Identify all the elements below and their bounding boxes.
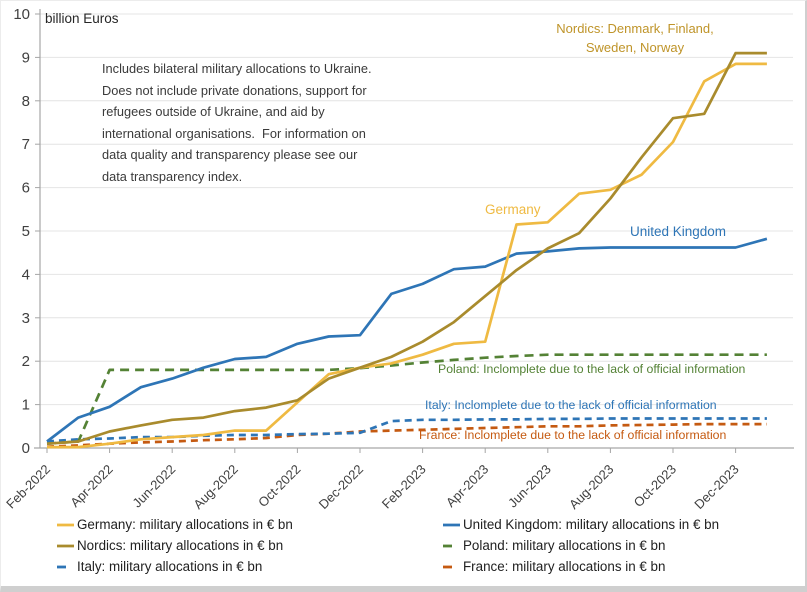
uk-series-label: United Kingdom <box>630 224 727 239</box>
legend-column-2: United Kingdom: military allocations in … <box>442 517 719 574</box>
y-tick-label-10: 10 <box>13 6 30 23</box>
x-tick-label-4: Oct-2022 <box>255 462 303 510</box>
y-tick-label-4: 4 <box>22 266 30 283</box>
series-line-germany <box>47 62 767 449</box>
legend-swatch-nordics <box>57 544 74 547</box>
y-tick-label-0: 0 <box>22 440 30 457</box>
nordics-series-label: Nordics: Denmark, Finland, Sweden, Norwa… <box>556 21 714 55</box>
legend-label-italy: Italy: military allocations in € bn <box>77 559 263 574</box>
legend-item-italy: Italy: military allocations in € bn <box>56 559 293 574</box>
chart-note: Includes bilateral military allocations … <box>102 61 372 184</box>
legend-item-germany: Germany: military allocations in € bn <box>56 517 293 532</box>
legend-swatch-uk <box>443 523 460 526</box>
legend-label-germany: Germany: military allocations in € bn <box>77 517 293 532</box>
y-tick-label-5: 5 <box>22 223 30 240</box>
legend-column-1: Germany: military allocations in € bn Nor… <box>56 517 293 574</box>
legend-label-poland: Poland: military allocations in € bn <box>463 538 666 553</box>
x-tick-label-10: Oct-2023 <box>631 462 679 510</box>
legend-swatch-italy <box>57 565 74 568</box>
series-line-poland <box>46 353 767 446</box>
x-tick-label-9: Aug-2023 <box>566 462 616 512</box>
legend-label-nordics: Nordics: military allocations in € bn <box>77 538 284 553</box>
legend-item-france: France: military allocations in € bn <box>442 559 719 574</box>
y-tick-label-1: 1 <box>22 397 30 414</box>
poland-incomplete-note: Poland: Inclomplete due to the lack of o… <box>438 362 746 376</box>
x-tick-label-8: Jun-2023 <box>505 462 554 511</box>
x-tick-label-5: Dec-2022 <box>316 462 366 512</box>
legend-swatch-france <box>443 565 460 568</box>
x-tick-label-2: Jun-2022 <box>129 462 178 511</box>
legend-label-uk: United Kingdom: military allocations in … <box>463 517 720 532</box>
y-tick-label-9: 9 <box>22 49 30 66</box>
x-tick-label-6: Feb-2023 <box>379 462 429 512</box>
y-tick-label-7: 7 <box>22 136 30 153</box>
legend-item-uk: United Kingdom: military allocations in … <box>442 517 719 532</box>
y-tick-label-2: 2 <box>22 353 30 370</box>
x-tick-label-0: Feb-2022 <box>3 462 53 512</box>
legend-swatch-germany <box>57 523 74 526</box>
y-tick-label-6: 6 <box>22 180 30 197</box>
legend-label-france: France: military allocations in € bn <box>463 559 666 574</box>
italy-incomplete-note: Italy: Inclomplete due to the lack of of… <box>425 398 717 412</box>
france-incomplete-note: France: Inclomplete due to the lack of o… <box>419 428 727 442</box>
legend-swatch-poland <box>443 544 460 547</box>
x-tick-label-11: Dec-2023 <box>691 462 741 512</box>
series-line-nordics <box>46 51 767 446</box>
y-axis-title: billion Euros <box>45 11 119 26</box>
y-tick-label-3: 3 <box>22 310 30 327</box>
x-tick-label-3: Aug-2022 <box>190 462 240 512</box>
series-line-uk <box>46 237 768 443</box>
legend-item-nordics: Nordics: military allocations in € bn <box>56 538 293 553</box>
legend-item-poland: Poland: military allocations in € bn <box>442 538 719 553</box>
germany-series-label: Germany <box>485 202 541 217</box>
x-tick-label-1: Apr-2022 <box>67 462 115 510</box>
series-line-france <box>46 422 767 449</box>
x-tick-label-7: Apr-2023 <box>443 462 491 510</box>
y-tick-label-8: 8 <box>22 93 30 110</box>
